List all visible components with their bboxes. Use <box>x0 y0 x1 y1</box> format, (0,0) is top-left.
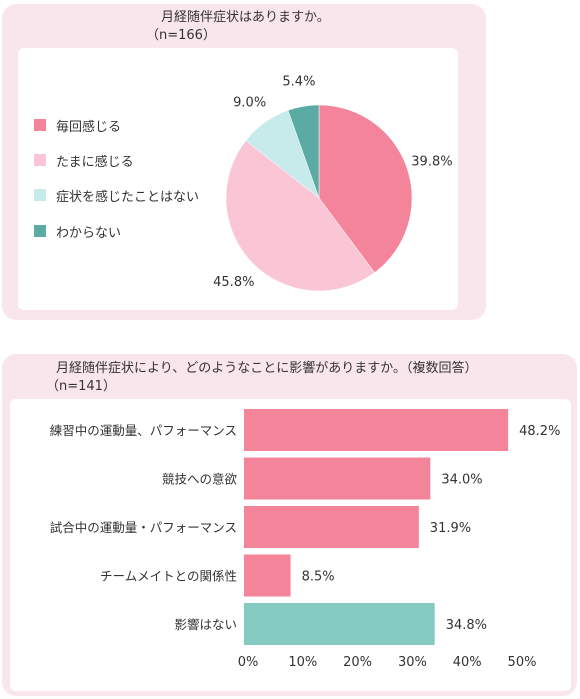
pie-chart-title: 月経随伴症状はありますか。 <box>161 10 330 25</box>
category-label: チームメイトとの関係性 <box>100 569 237 584</box>
x-tick-label: 50% <box>508 655 537 670</box>
pie-chart-sample-size: （n=166） <box>146 28 216 43</box>
pie-value-label: 39.8% <box>411 155 452 170</box>
pie-value-label: 45.8% <box>213 275 254 290</box>
legend-item: たまに感じる <box>34 152 134 170</box>
legend-item: 毎回感じる <box>34 117 122 135</box>
bar <box>244 506 419 548</box>
legend-swatch <box>34 119 46 131</box>
x-tick-label: 10% <box>288 655 317 670</box>
bar <box>244 457 431 500</box>
legend-swatch <box>34 189 46 201</box>
bar-value-label: 48.2% <box>519 424 560 439</box>
bar-value-label: 34.8% <box>446 618 487 633</box>
bar <box>244 554 291 597</box>
legend-item: わからない <box>34 223 122 241</box>
x-tick-label: 0% <box>238 655 259 670</box>
legend-label: 症状を感じたことはない <box>56 189 200 205</box>
bar-value-label: 8.5% <box>302 570 335 585</box>
bar <box>244 603 435 645</box>
bar <box>244 409 509 451</box>
category-label: 影響はない <box>174 617 237 632</box>
legend-swatch <box>34 154 46 166</box>
bar-value-label: 31.9% <box>430 521 471 536</box>
legend-swatch <box>34 225 46 237</box>
pie-chart: 39.8% 45.8% 9.0% 5.4% <box>213 75 453 292</box>
bar-value-label: 34.0% <box>441 473 482 488</box>
legend-label: たまに感じる <box>56 154 134 170</box>
category-label: 練習中の運動量、パフォーマンス <box>50 423 237 438</box>
legend-label: わからない <box>56 225 122 241</box>
category-label: 競技への意欲 <box>162 472 237 487</box>
pie-slice <box>225 140 375 292</box>
legend-label: 毎回感じる <box>56 119 122 135</box>
pie-slice <box>318 104 413 273</box>
pie-slice <box>287 104 320 199</box>
pie-value-label: 9.0% <box>233 95 266 110</box>
bar-chart-title: 月経随伴症状により、どのようなことに影響がありますか。（複数回答） <box>56 361 478 376</box>
bar-chart-sample-size: （n=141） <box>46 379 116 394</box>
legend-item: 症状を感じたことはない <box>34 187 200 205</box>
category-label: 試合中の運動量・パフォーマンス <box>50 520 237 535</box>
pie-value-label: 5.4% <box>282 75 315 90</box>
x-tick-label: 30% <box>398 655 427 670</box>
x-tick-label: 20% <box>343 655 372 670</box>
x-tick-label: 40% <box>453 655 482 670</box>
